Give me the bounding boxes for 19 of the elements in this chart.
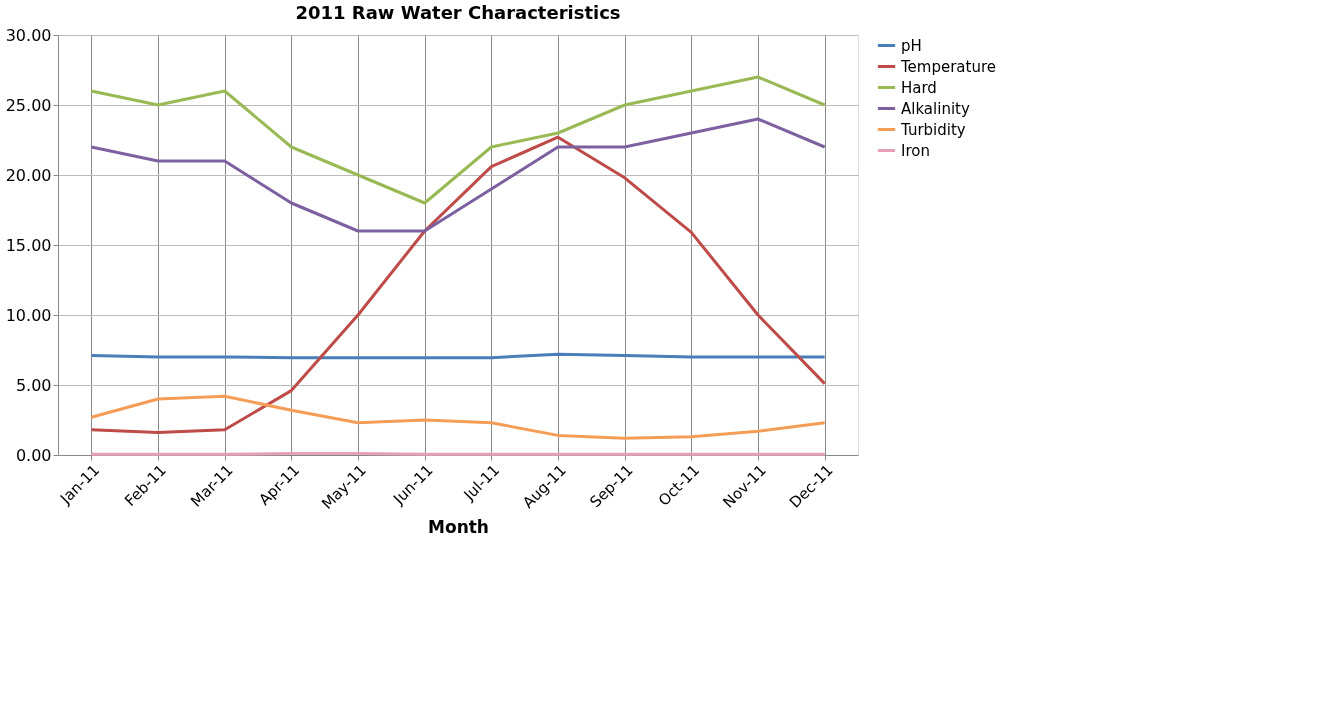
y-tick-label: 5.00 <box>15 375 52 395</box>
x-axis-title: Month <box>428 517 489 538</box>
line-series <box>89 75 827 205</box>
legend-label: Turbidity <box>900 120 966 139</box>
y-tick-label: 30.00 <box>5 25 52 45</box>
line-series <box>89 394 827 440</box>
legend-label: Alkalinity <box>901 99 970 118</box>
line-series <box>89 117 827 233</box>
legend-label: pH <box>901 36 922 55</box>
y-tick-label: 15.00 <box>5 235 52 255</box>
y-tick-label: 25.00 <box>5 95 52 115</box>
chart-title: 2011 Raw Water Characteristics <box>295 2 621 23</box>
legend-label: Iron <box>901 141 930 160</box>
y-tick-label: 20.00 <box>5 165 52 185</box>
legend-label: Temperature <box>900 57 997 76</box>
y-tick-label: 10.00 <box>5 305 52 325</box>
line-series <box>89 135 827 435</box>
legend-label: Hard <box>901 78 937 97</box>
y-tick-label: 0.00 <box>15 445 52 465</box>
